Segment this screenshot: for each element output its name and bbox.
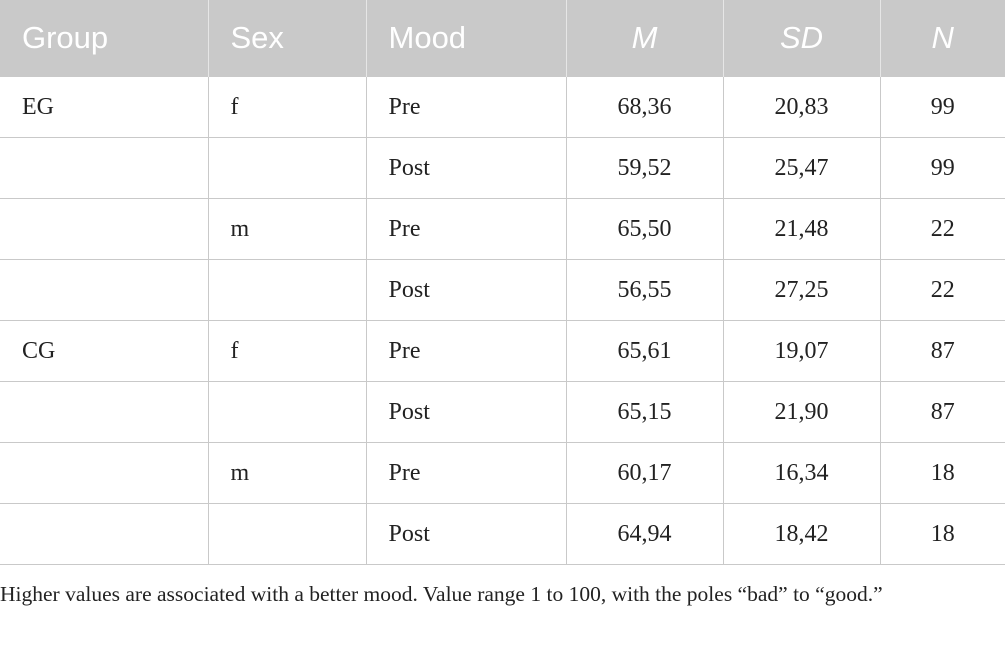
table-cell: EG	[0, 76, 209, 138]
table-cell	[0, 259, 209, 321]
table-cell: 99	[879, 137, 1005, 199]
table-cell: 65,15	[565, 381, 724, 443]
table-cell: 60,17	[565, 442, 724, 504]
table-cell	[207, 503, 367, 565]
table-cell	[0, 442, 209, 504]
table-cell: m	[207, 198, 367, 260]
table-cell: Post	[365, 259, 567, 321]
table-cell: 56,55	[565, 259, 724, 321]
table-cell: f	[207, 320, 367, 382]
table-cell: 18	[879, 442, 1005, 504]
table-cell: 20,83	[722, 76, 881, 138]
column-header: M	[565, 0, 723, 77]
table-cell	[207, 137, 367, 199]
table-cell: 18	[879, 503, 1005, 565]
table-cell: 18,42	[722, 503, 881, 565]
column-header: Mood	[365, 0, 566, 77]
table-row: Post 64,94 18,42 18	[0, 503, 1005, 565]
table-cell: 65,61	[565, 320, 724, 382]
table-cell: 27,25	[722, 259, 881, 321]
table-cell: Post	[365, 503, 567, 565]
table-cell	[0, 503, 209, 565]
table-cell: Pre	[365, 442, 567, 504]
table-cell: Pre	[365, 320, 567, 382]
table-cell	[0, 137, 209, 199]
table-cell: 65,50	[565, 198, 724, 260]
table-cell: 25,47	[722, 137, 881, 199]
table-cell: Post	[365, 381, 567, 443]
table-cell: 87	[879, 381, 1005, 443]
table-cell	[207, 259, 367, 321]
table-body: EG f Pre 68,36 20,83 99 Post 59,52 25,47 99 m Pre 65…	[0, 76, 1005, 565]
column-header: N	[879, 0, 1005, 77]
data-table: Group Sex Mood M SD N EG f Pre 68,36 20,83 99 Post 5…	[0, 0, 1005, 565]
header-row: Group Sex Mood M SD N	[0, 0, 1005, 77]
column-header: SD	[722, 0, 880, 77]
column-header: Sex	[207, 0, 366, 77]
table-cell: 21,90	[722, 381, 881, 443]
table-cell	[0, 381, 209, 443]
table-row: m Pre 65,50 21,48 22	[0, 198, 1005, 260]
table-cell: Pre	[365, 76, 567, 138]
table-row: CG f Pre 65,61 19,07 87	[0, 320, 1005, 382]
table-cell: f	[207, 76, 367, 138]
table-row: Post 65,15 21,90 87	[0, 381, 1005, 443]
table-cell: 19,07	[722, 320, 881, 382]
table-cell: 21,48	[722, 198, 881, 260]
table-cell: 64,94	[565, 503, 724, 565]
table-cell: 22	[879, 198, 1005, 260]
table-cell	[207, 381, 367, 443]
table-cell: 68,36	[565, 76, 724, 138]
table-cell: Pre	[365, 198, 567, 260]
table-row: m Pre 60,17 16,34 18	[0, 442, 1005, 504]
table-row: EG f Pre 68,36 20,83 99	[0, 76, 1005, 138]
column-header: Group	[0, 0, 208, 77]
table-cell: Post	[365, 137, 567, 199]
table-row: Post 59,52 25,47 99	[0, 137, 1005, 199]
table-cell: 87	[879, 320, 1005, 382]
table-cell: 22	[879, 259, 1005, 321]
table-cell: 16,34	[722, 442, 881, 504]
footnote: Higher values are associated with a bett…	[0, 582, 883, 606]
table-row: Post 56,55 27,25 22	[0, 259, 1005, 321]
table-cell	[0, 198, 209, 260]
table-cell: 99	[879, 76, 1005, 138]
table-cell: m	[207, 442, 367, 504]
table-cell: CG	[0, 320, 209, 382]
table-cell: 59,52	[565, 137, 724, 199]
